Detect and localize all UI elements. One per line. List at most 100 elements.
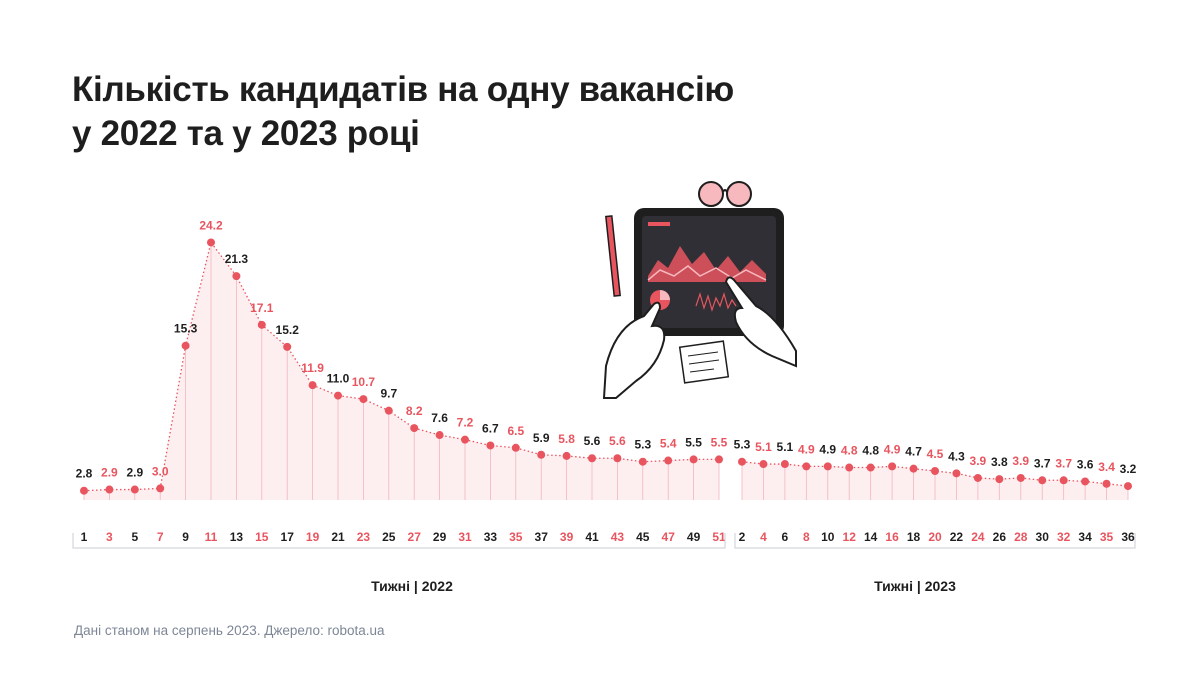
- data-label: 3.4: [1098, 460, 1115, 474]
- data-label: 5.3: [634, 438, 651, 452]
- x-axis-bracket-1: [734, 533, 1136, 549]
- x-tick-label: 11: [205, 530, 218, 544]
- x-tick-label: 6: [782, 530, 789, 544]
- data-label: 15.2: [276, 323, 300, 337]
- data-label: 3.0: [152, 464, 169, 478]
- data-label: 5.1: [777, 440, 794, 454]
- series-line-0: [83, 240, 719, 492]
- data-point: [283, 342, 292, 351]
- data-label: 4.8: [862, 444, 879, 458]
- data-point: [759, 460, 768, 469]
- pencil-icon: [605, 215, 621, 297]
- data-point: [257, 320, 266, 329]
- data-point: [866, 463, 875, 472]
- data-label: 5.6: [609, 434, 626, 448]
- data-label: 3.6: [1077, 457, 1094, 471]
- data-label: 4.9: [819, 442, 836, 456]
- x-tick-label: 32: [1057, 530, 1071, 544]
- x-tick-label: 51: [712, 530, 726, 544]
- area-fill-0: [84, 242, 719, 501]
- data-label: 8.2: [406, 404, 423, 418]
- data-label: 5.8: [558, 432, 575, 446]
- tablet-illustration: [602, 181, 797, 399]
- x-tick-label: 23: [357, 530, 371, 544]
- x-tick-label: 34: [1078, 530, 1092, 544]
- x-tick-label: 2: [739, 530, 746, 544]
- data-label: 6.5: [507, 424, 524, 438]
- data-point: [1038, 476, 1047, 485]
- x-tick-label: 10: [821, 530, 835, 544]
- data-label: 4.5: [927, 447, 944, 461]
- data-label: 21.3: [225, 252, 249, 266]
- data-point: [1016, 473, 1025, 482]
- data-label: 3.7: [1055, 456, 1072, 470]
- data-point: [384, 406, 393, 415]
- data-label: 5.5: [685, 435, 702, 449]
- data-label: 4.3: [948, 449, 965, 463]
- x-tick-label: 24: [971, 530, 985, 544]
- x-tick-label: 22: [950, 530, 964, 544]
- data-point: [181, 341, 190, 350]
- data-point: [613, 454, 622, 463]
- data-point: [562, 451, 571, 460]
- data-label: 3.2: [1120, 462, 1137, 476]
- data-label: 17.1: [250, 301, 274, 315]
- data-point: [952, 469, 961, 478]
- data-point: [232, 272, 241, 281]
- x-tick-label: 36: [1121, 530, 1135, 544]
- x-tick-label: 30: [1036, 530, 1050, 544]
- data-point: [638, 457, 647, 466]
- data-label: 5.4: [660, 437, 677, 451]
- x-tick-label: 47: [662, 530, 676, 544]
- data-point: [802, 462, 811, 471]
- x-axis-bracket-0: [72, 533, 726, 549]
- data-label: 4.7: [905, 445, 922, 459]
- data-point: [715, 455, 723, 464]
- x-tick-label: 7: [157, 530, 164, 544]
- source-note: Дані станом на серпень 2023. Джерело: ro…: [74, 623, 385, 638]
- left-hand-icon: [602, 301, 666, 399]
- data-label: 2.9: [126, 466, 143, 480]
- data-label: 7.2: [457, 416, 474, 430]
- data-point: [588, 454, 596, 463]
- data-point: [738, 457, 746, 466]
- x-tick-label: 35: [509, 530, 523, 544]
- glasses-icon: [698, 181, 752, 207]
- data-label: 2.8: [76, 467, 93, 481]
- data-label: 5.1: [755, 440, 772, 454]
- x-tick-label: 39: [560, 530, 574, 544]
- x-tick-label: 8: [803, 530, 810, 544]
- data-label: 15.3: [174, 322, 198, 336]
- data-label: 5.6: [584, 434, 601, 448]
- data-point: [105, 485, 114, 494]
- data-point: [511, 443, 520, 452]
- data-label: 24.2: [199, 218, 223, 232]
- x-tick-label: 1: [81, 530, 88, 544]
- data-point: [995, 475, 1004, 484]
- x-tick-label: 13: [230, 530, 244, 544]
- x-tick-label: 19: [306, 530, 320, 544]
- x-tick-label: 20: [928, 530, 942, 544]
- x-tick-label: 12: [843, 530, 857, 544]
- chart-title-line-2: у 2022 та у 2023 році: [72, 114, 420, 153]
- data-label: 3.8: [991, 455, 1008, 469]
- chart-title-line-1: Кількість кандидатів на одну вакансію: [72, 70, 734, 109]
- data-point: [334, 391, 342, 400]
- data-label: 2.9: [101, 466, 118, 480]
- data-point: [410, 424, 419, 433]
- data-point: [308, 381, 317, 390]
- data-label: 5.9: [533, 431, 550, 445]
- x-tick-label: 43: [611, 530, 625, 544]
- x-tick-label: 31: [458, 530, 472, 544]
- data-point: [664, 456, 673, 465]
- x-tick-label: 18: [907, 530, 921, 544]
- x-tick-label: 14: [864, 530, 878, 544]
- data-point: [156, 484, 165, 493]
- data-label: 3.7: [1034, 456, 1051, 470]
- x-tick-label: 45: [636, 530, 650, 544]
- x-tick-label: 26: [993, 530, 1007, 544]
- data-point: [435, 431, 444, 440]
- x-tick-label: 5: [131, 530, 138, 544]
- data-point: [537, 450, 546, 459]
